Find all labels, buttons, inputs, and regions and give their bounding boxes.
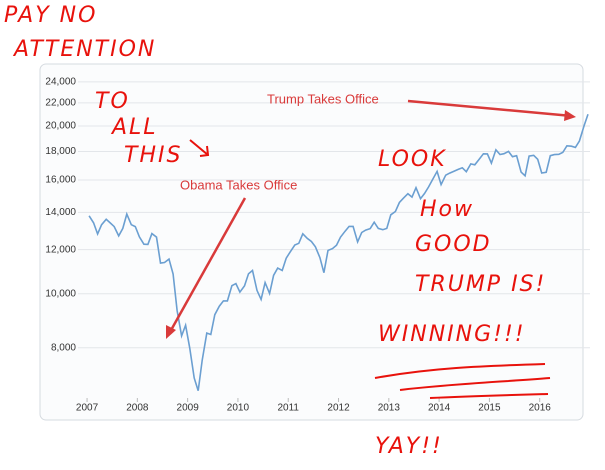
x-tick-label: 2011	[277, 403, 299, 414]
y-tick-label: 8,000	[51, 342, 76, 353]
y-tick-label: 18,000	[45, 146, 76, 157]
handwriting: PAY NO ATTENTION TO ALL THIS LOOK How GO…	[4, 3, 551, 459]
arrow-head	[564, 110, 576, 121]
x-tick-label: 2015	[478, 403, 501, 414]
y-tick-label: 10,000	[45, 288, 76, 299]
scribble-arrow	[189, 139, 210, 157]
x-tick-label: 2010	[227, 403, 250, 414]
handwritten-note: ATTENTION	[12, 37, 156, 62]
y-tick-label: 20,000	[45, 121, 76, 132]
handwritten-note: YAY!!	[375, 434, 443, 459]
x-tick-label: 2012	[327, 403, 350, 414]
handwritten-note: TO	[95, 89, 130, 114]
arrow	[407, 99, 573, 118]
plot: 8,000 10,000 12,000 14,000 16,000 18,000 20,00…	[45, 77, 590, 414]
handwritten-note: GOOD	[415, 232, 492, 257]
handwritten-note: TRUMP IS!	[415, 272, 546, 297]
handwritten-note: PAY NO	[4, 3, 97, 28]
x-tick-label: 2008	[126, 403, 149, 414]
annotation: Obama Takes Office	[180, 177, 297, 192]
x-tick-label: 2009	[177, 403, 200, 414]
x-tick-label: 2007	[76, 403, 99, 414]
y-tick-label: 12,000	[45, 244, 76, 255]
y-tick-label: 16,000	[45, 175, 76, 186]
x-tick-label: 2014	[428, 403, 451, 414]
y-tick-label: 24,000	[45, 77, 76, 88]
handwritten-note: LOOK	[378, 147, 447, 172]
x-tick-label: 2013	[378, 403, 401, 414]
annotations: Trump Takes Office Obama Takes Office	[166, 91, 576, 339]
handwritten-note: WINNING!!!	[378, 322, 526, 347]
handwritten-note: THIS	[124, 143, 182, 168]
handwritten-note: ALL	[110, 115, 158, 140]
y-tick-label: 22,000	[45, 98, 76, 109]
underline-scribble	[374, 363, 551, 399]
annotation: Trump Takes Office	[267, 91, 379, 106]
y-tick-label: 14,000	[45, 207, 76, 218]
arrow-head	[166, 325, 176, 339]
series-line	[88, 113, 589, 391]
x-tick-label: 2016	[529, 403, 552, 414]
handwritten-note: How	[420, 197, 474, 222]
arrow	[168, 197, 247, 333]
